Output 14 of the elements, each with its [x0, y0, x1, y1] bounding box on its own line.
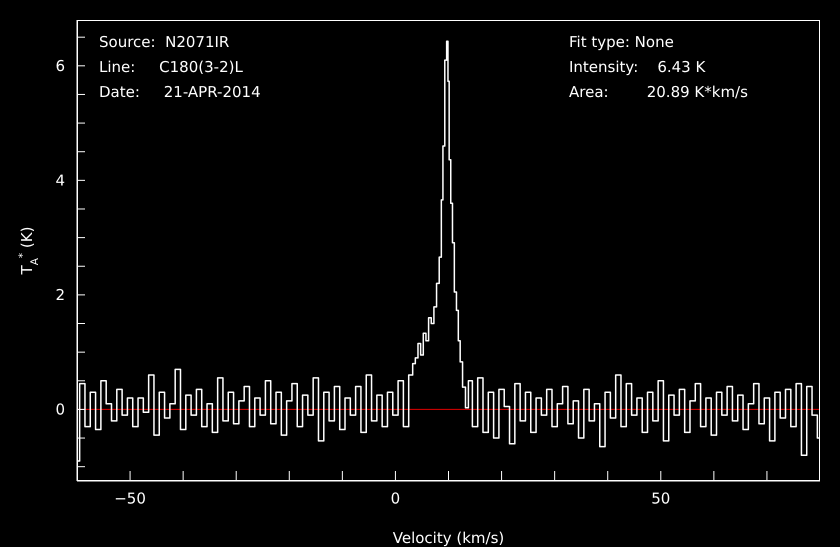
y-tick-label: 0	[55, 400, 65, 419]
annotation: Area: 20.89 K*km/s	[569, 82, 748, 103]
x-tick-label: 0	[390, 490, 400, 508]
annotation: Date: 21-APR-2014	[99, 82, 261, 103]
y-tick-label: 4	[55, 172, 65, 190]
annotation: Intensity: 6.43 K	[569, 57, 706, 78]
y-tick-label: 6	[55, 57, 65, 76]
annotation: Fit type: None	[569, 32, 675, 53]
y-tick-label: 2	[55, 286, 65, 304]
x-axis-title: Velocity (km/s)	[392, 529, 504, 547]
x-tick-label: 50	[651, 490, 670, 508]
annotation: Line: C180(3-2)L	[99, 57, 244, 78]
x-tick-label: −50	[114, 490, 146, 508]
annotation: Source: N2071IR	[99, 32, 230, 53]
